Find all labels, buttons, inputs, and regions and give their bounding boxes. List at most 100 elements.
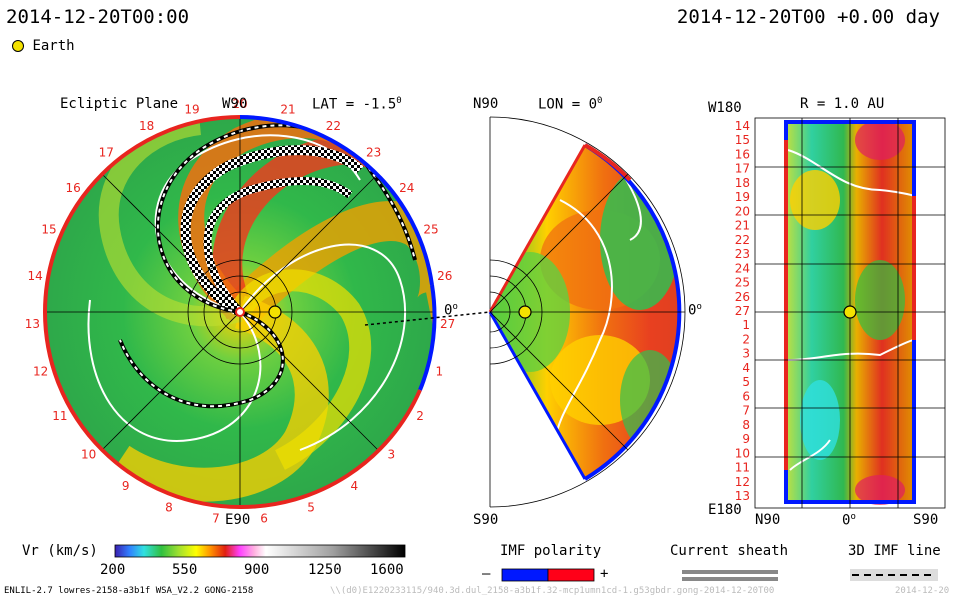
carrington-label: 20 xyxy=(232,97,247,111)
sun-marker-icon xyxy=(235,307,245,317)
radial-y-label: 6 xyxy=(742,389,750,403)
imf-polarity-minus: – xyxy=(482,566,491,582)
radial-y-label: 14 xyxy=(735,119,750,133)
carrington-label: 27 xyxy=(440,317,455,331)
radial-y-label: 4 xyxy=(742,361,750,375)
meridional-top-label: N90 xyxy=(473,96,499,112)
ecliptic-lat-label: LAT = -1.50 xyxy=(312,96,402,113)
radial-x-zero: 0 xyxy=(842,512,851,529)
carrington-label: 3 xyxy=(387,448,395,462)
earth-meridional-marker-icon xyxy=(518,305,532,319)
earth-radial-marker-icon xyxy=(843,305,857,319)
radial-y-label: 15 xyxy=(735,133,750,147)
radial-y-label: 9 xyxy=(742,432,750,446)
lat-degree: 0 xyxy=(396,96,402,106)
radial-y-label: 26 xyxy=(735,290,750,304)
radial-y-label: 12 xyxy=(735,475,750,489)
radial-y-label: 13 xyxy=(735,489,750,503)
radial-x-right: S90 xyxy=(913,512,939,528)
radial-y-label: 18 xyxy=(735,176,750,190)
radial-y-label: 16 xyxy=(735,148,750,162)
radial-y-label: 10 xyxy=(735,446,750,460)
carrington-label: 11 xyxy=(52,409,67,423)
radial-y-label: 2 xyxy=(742,333,750,347)
footer-model-info: ENLIL-2.7 lowres-2158-a3b1f WSA_V2.2 GON… xyxy=(4,586,254,596)
meridional-bottom-label: S90 xyxy=(473,512,499,528)
carrington-label: 7 xyxy=(212,512,220,526)
radial-y-label: 7 xyxy=(742,404,750,418)
carrington-label: 9 xyxy=(122,479,130,493)
radial-bottom-left: E180 xyxy=(708,502,742,518)
colorbar-title: Vr (km/s) xyxy=(22,543,98,559)
current-sheath-title: Current sheath xyxy=(670,543,789,559)
earth-legend: Earth xyxy=(12,38,75,54)
imf-polarity-plus: + xyxy=(600,566,609,582)
colorbar-tick-3: 1250 xyxy=(308,562,342,578)
vr-colorbar xyxy=(114,544,406,558)
carrington-longitude-labels: 20 21222324252627123456789101112131415161… xyxy=(25,97,455,526)
carrington-label: 2 xyxy=(416,409,424,423)
carrington-label: 24 xyxy=(399,181,414,195)
meridional-right-label: 0o xyxy=(688,302,702,319)
lon-degree: 0 xyxy=(597,96,603,106)
radial-y-labels: 1415161718192021222324252627123456789101… xyxy=(735,119,750,503)
carrington-label: 25 xyxy=(423,223,438,237)
carrington-label: 22 xyxy=(326,119,341,133)
carrington-label: 14 xyxy=(28,269,43,283)
carrington-label: 12 xyxy=(33,365,48,379)
carrington-label: 26 xyxy=(437,269,452,283)
imf-polarity-negative xyxy=(501,568,549,582)
carrington-label: 13 xyxy=(25,317,40,331)
imf-line-title: 3D IMF line xyxy=(848,543,941,559)
carrington-label: 4 xyxy=(350,479,358,493)
lon-value: LON = 0 xyxy=(538,96,598,113)
ecliptic-zero: 0 xyxy=(444,302,453,319)
carrington-label: 16 xyxy=(66,181,81,195)
earth-legend-label: Earth xyxy=(32,38,75,54)
ecliptic-top-label: W90 xyxy=(222,96,248,112)
carrington-label: 17 xyxy=(99,146,114,160)
carrington-label: 5 xyxy=(307,501,315,515)
radial-surface-plot xyxy=(754,117,946,509)
carrington-label: 21 xyxy=(280,103,295,117)
footer-date-stamp: 2014-12-20 xyxy=(895,586,950,596)
ecliptic-bottom-label: E90 xyxy=(225,512,251,528)
colorbar-tick-2: 900 xyxy=(244,562,270,578)
meridional-lon-label: LON = 00 xyxy=(538,96,602,113)
carrington-label: 15 xyxy=(41,223,56,237)
radial-y-label: 23 xyxy=(735,247,750,261)
footer-run-path: \\(d0)E1220233115/940.3d.dul_2158-a3b1f.… xyxy=(330,586,775,596)
colorbar-tick-4: 1600 xyxy=(370,562,404,578)
radial-y-label: 25 xyxy=(735,276,750,290)
header-datetime-left: 2014-12-20T00:00 xyxy=(6,6,190,28)
radial-y-label: 27 xyxy=(735,304,750,318)
radial-x-left: N90 xyxy=(755,512,781,528)
current-sheath-swatch xyxy=(682,570,778,574)
radial-y-label: 8 xyxy=(742,418,750,432)
radial-y-label: 5 xyxy=(742,375,750,389)
radial-top-left: W180 xyxy=(708,100,742,116)
ecliptic-title: Ecliptic Plane xyxy=(60,96,179,112)
radial-r-label: R = 1.0 AU xyxy=(800,96,885,112)
radial-y-label: 19 xyxy=(735,190,750,204)
radial-y-label: 20 xyxy=(735,204,750,218)
carrington-label: 8 xyxy=(165,501,173,515)
ecliptic-plane-plot xyxy=(43,115,491,510)
imf-polarity-title: IMF polarity xyxy=(500,543,602,559)
lat-value: LAT = -1.5 xyxy=(312,96,397,113)
radial-y-label: 17 xyxy=(735,162,750,176)
ecliptic-right-label: 0o xyxy=(444,302,458,319)
radial-y-label: 1 xyxy=(742,318,750,332)
carrington-label: 6 xyxy=(260,512,268,526)
header-datetime-right: 2014-12-20T00 +0.00 day xyxy=(676,6,940,28)
radial-y-label: 24 xyxy=(735,261,750,275)
meridional-plane-plot xyxy=(488,116,686,508)
earth-marker-icon xyxy=(12,40,24,52)
radial-y-label: 22 xyxy=(735,233,750,247)
meridional-zero: 0 xyxy=(688,302,697,319)
carrington-label: 18 xyxy=(139,119,154,133)
radial-y-label: 3 xyxy=(742,347,750,361)
colorbar-tick-0: 200 xyxy=(100,562,126,578)
carrington-label: 19 xyxy=(184,103,199,117)
radial-y-label: 11 xyxy=(735,461,750,475)
